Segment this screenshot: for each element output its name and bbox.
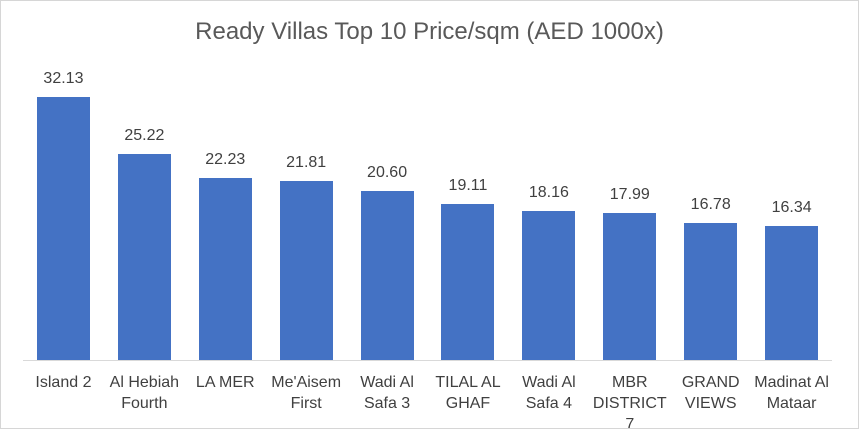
bar-value-label: 25.22 (124, 127, 165, 144)
bar[interactable] (765, 226, 819, 360)
bars-row: 32.13 25.22 22.23 21.81 20.60 19.11 18.16 17.99… (23, 49, 832, 360)
category-axis: Island 2 Al Hebiah Fourth LA MER Me'Aisem F… (23, 361, 832, 429)
bar[interactable] (441, 204, 495, 360)
bar-value-label: 16.78 (690, 196, 731, 213)
bar[interactable] (36, 97, 90, 360)
bar-value-label: 32.13 (43, 70, 84, 87)
category-label: TILAL AL GHAF (435, 374, 501, 412)
bar-column: 20.60 (347, 49, 428, 360)
category-label: Madinat Al Mataar (754, 374, 829, 412)
bar-column: 17.99 (589, 49, 670, 360)
chart-title: Ready Villas Top 10 Price/sqm (AED 1000x… (195, 18, 664, 45)
bar-value-label: 17.99 (609, 186, 650, 203)
bar-value-label: 18.16 (528, 184, 569, 201)
category-label: GRAND VIEWS (681, 374, 740, 412)
bar[interactable] (603, 213, 657, 360)
bar-value-label: 22.23 (205, 151, 246, 168)
category-label: Al Hebiah Fourth (109, 374, 180, 412)
bar-value-label: 21.81 (286, 154, 327, 171)
bar[interactable] (522, 211, 576, 360)
bar-column: 16.78 (670, 49, 751, 360)
bar-column: 18.16 (508, 49, 589, 360)
bar-column: 16.34 (751, 49, 832, 360)
bar-column: 21.81 (266, 49, 347, 360)
bar[interactable] (117, 154, 171, 360)
category-label: Wadi Al Safa 4 (522, 374, 576, 412)
bar[interactable] (684, 223, 738, 360)
category-label: Island 2 (35, 374, 92, 391)
bar-column: 32.13 (23, 49, 104, 360)
bar-value-label: 19.11 (448, 177, 488, 194)
bar[interactable] (360, 191, 414, 360)
bar[interactable] (279, 181, 333, 360)
bar-value-label: 16.34 (771, 199, 812, 216)
plot-area: 32.13 25.22 22.23 21.81 20.60 19.11 18.16 17.99… (23, 49, 832, 361)
category-label: Me'Aisem First (271, 374, 342, 412)
category-label: LA MER (195, 374, 255, 391)
bar-column: 22.23 (185, 49, 266, 360)
category-label: Wadi Al Safa 3 (360, 374, 414, 412)
bar-column: 19.11 (428, 49, 509, 360)
bar-value-label: 20.60 (367, 164, 408, 181)
bar-column: 25.22 (104, 49, 185, 360)
category-label: MBR DISTRICT 7 (592, 374, 667, 429)
bar[interactable] (198, 178, 252, 360)
